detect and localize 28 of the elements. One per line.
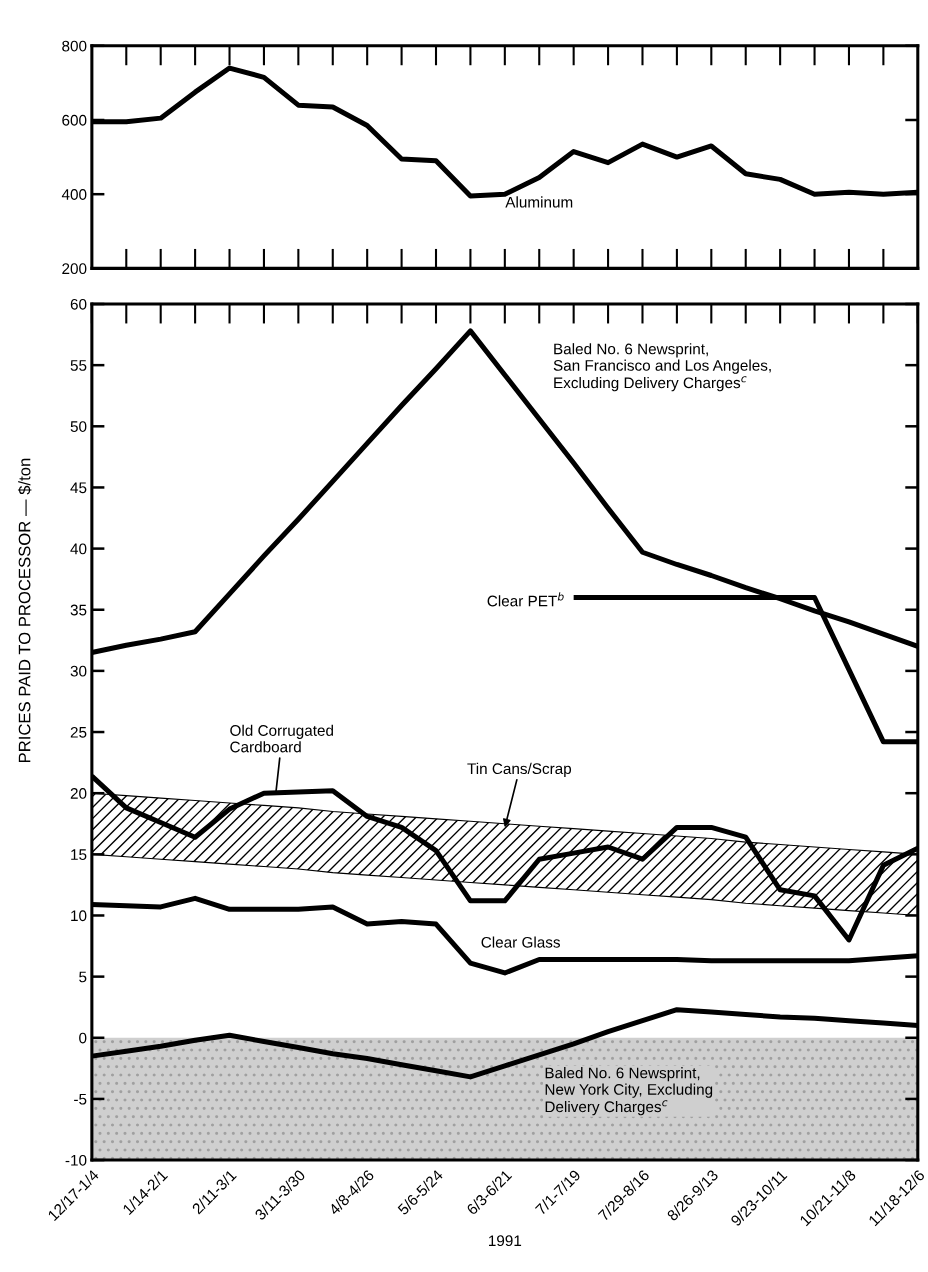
series-label: Aluminum	[505, 196, 573, 208]
y-tick-label: 45	[70, 482, 87, 494]
series-label: Baled No. 6 Newsprint, San Francisco and Los Angeles, Excluding Delivery Charges$^{c}$	[553, 343, 771, 392]
y-tick-label: 10	[71, 910, 87, 922]
y-tick-label: 35	[70, 604, 87, 616]
legend-label: Tin Cans/Scrap	[467, 762, 572, 778]
series-label: Clear Glass	[481, 936, 560, 948]
y-tick-label: -5	[74, 1093, 87, 1105]
x-axis-title: 1991	[489, 1235, 522, 1247]
y-tick-label: -10	[65, 1154, 87, 1166]
y-tick-label: 20	[70, 788, 87, 799]
y-tick-label: 0	[79, 1032, 87, 1044]
y-tick-label: 800	[62, 40, 87, 52]
y-tick-label: 25	[70, 726, 87, 738]
y-tick-label: 400	[61, 189, 87, 200]
y-tick-label: 60	[70, 298, 87, 310]
y-tick-label: 200	[62, 263, 87, 275]
y-tick-label: 15	[71, 849, 87, 861]
y-tick-label: 600	[62, 114, 87, 126]
y-tick-label: 5	[79, 971, 87, 983]
y-tick-label: 40	[70, 543, 87, 555]
y-tick-label: 30	[70, 665, 87, 677]
y-axis-title: PRICES PAID TO PROCESSOR — $/ton	[17, 458, 32, 763]
y-tick-label: 55	[70, 360, 87, 371]
series-label: Baled No. 6 Newsprint, New York City, Excluding Delivery Charges$^{c}$	[545, 1067, 713, 1116]
series-label: Clear PET$^{b}$	[487, 592, 564, 607]
y-tick-label: 50	[70, 421, 87, 432]
text: Old Corrugated Cardboard	[230, 724, 333, 753]
